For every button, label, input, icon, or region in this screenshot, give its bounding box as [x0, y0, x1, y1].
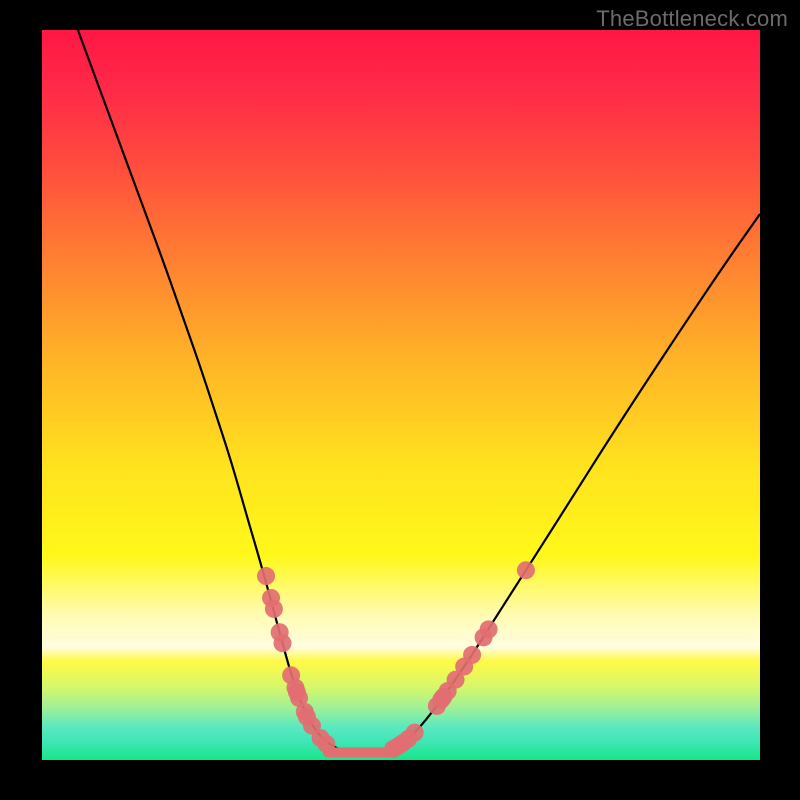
data-marker [517, 561, 535, 579]
data-marker [257, 567, 275, 585]
data-marker [406, 724, 424, 742]
data-marker [274, 634, 292, 652]
data-marker [463, 646, 481, 664]
data-marker [317, 735, 335, 753]
watermark-text: TheBottleneck.com [596, 6, 788, 32]
data-marker [265, 600, 283, 618]
gradient-background [42, 30, 760, 760]
chart-svg [42, 30, 760, 760]
data-marker [480, 620, 498, 638]
plot-area [42, 30, 760, 760]
chart-canvas: TheBottleneck.com [0, 0, 800, 800]
